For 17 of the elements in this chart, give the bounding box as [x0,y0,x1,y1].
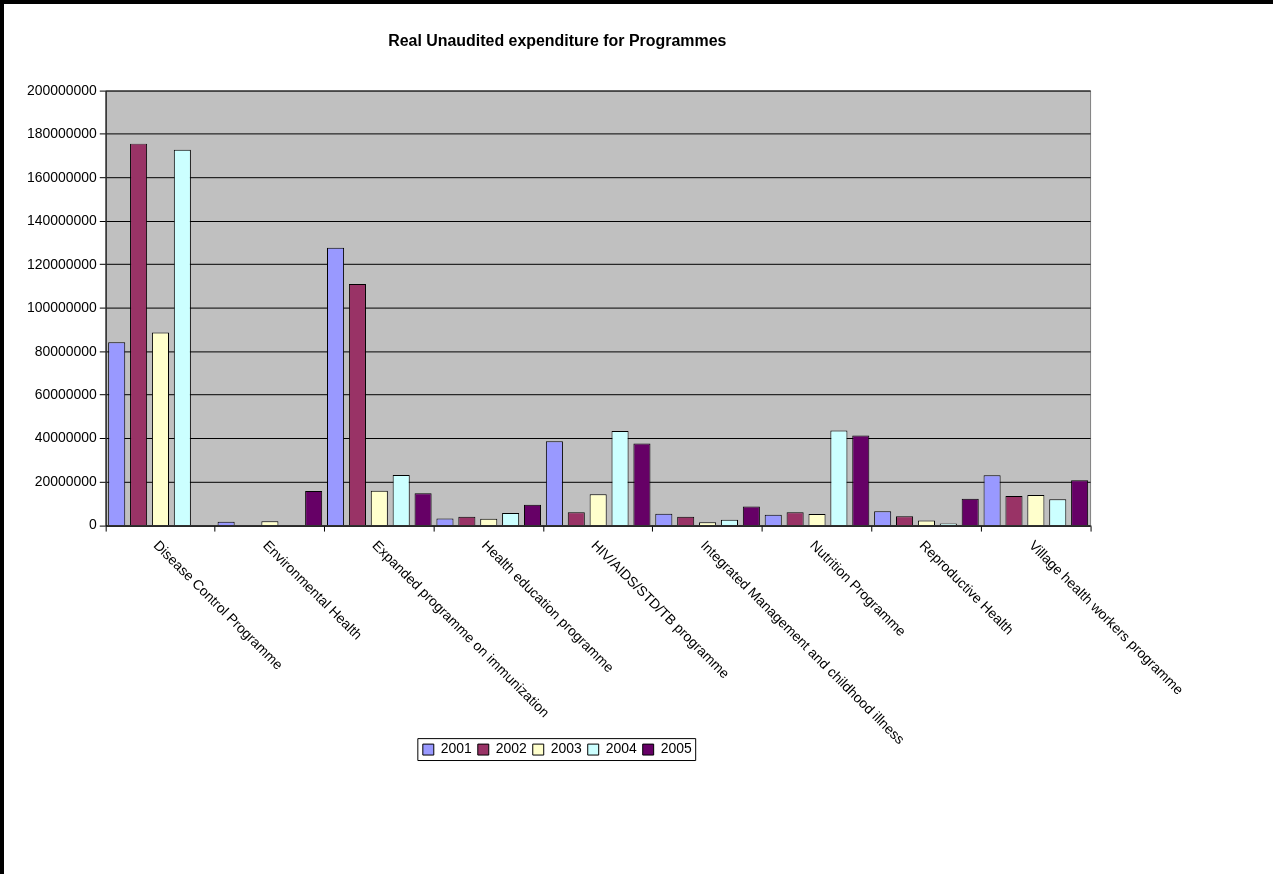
y-tick-label: 40000000 [34,429,98,446]
y-tick-label: 120000000 [26,255,98,272]
legend-label: 2004 [605,740,637,757]
chart-title: Real Unaudited expenditure for Programmes [388,31,727,49]
y-tick-label: 140000000 [26,212,98,229]
y-tick-label: 100000000 [26,299,98,316]
y-tick-label: 200000000 [26,81,98,98]
y-tick-label: 160000000 [26,168,98,185]
legend-label: 2003 [550,740,582,757]
y-tick-label: 180000000 [26,125,98,142]
legend-label: 2005 [660,740,692,757]
legend-label: 2001 [440,740,473,757]
y-tick-label: 60000000 [34,386,98,402]
y-tick-label: 20000000 [34,472,98,489]
legend-label: 2002 [495,740,528,757]
y-tick-label: 0 [89,516,98,533]
y-tick-label: 80000000 [34,342,98,359]
